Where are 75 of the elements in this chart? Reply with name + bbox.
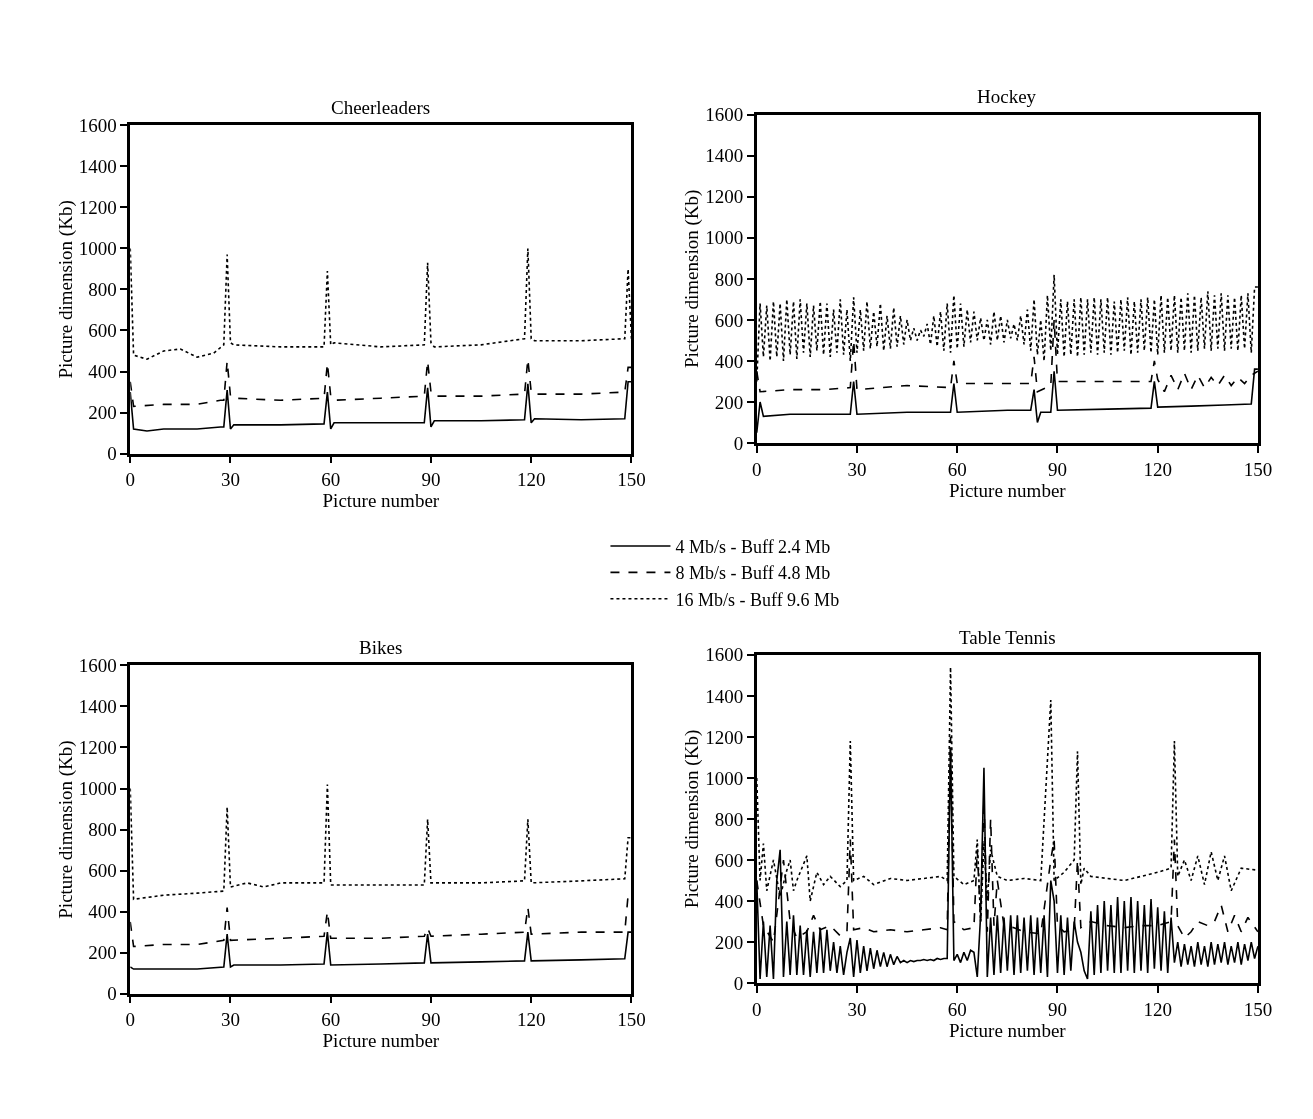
y-tick-label: 1400 [78,156,117,177]
y-tick-label: 1000 [705,767,744,789]
x-axis-title: Picture number [949,479,1067,501]
x-tick-label: 60 [947,998,967,1020]
y-tick-label: 1600 [78,114,117,136]
y-tick-label: 1400 [78,696,117,718]
x-tick-label: 90 [1047,458,1067,480]
y-tick-label: 800 [88,279,117,301]
y-tick-label: 600 [714,849,744,871]
x-tick-label: 30 [847,458,867,480]
y-axis-title: Picture dimension (Kb) [681,729,704,909]
y-axis-title: Picture dimension (Kb) [54,200,77,379]
y-tick-label: 0 [107,443,117,465]
y-tick-label: 600 [88,320,117,342]
y-tick-label: 1000 [705,227,744,249]
y-tick-label: 1000 [78,778,117,800]
chart-title: Hockey [977,86,1037,107]
y-tick-label: 0 [107,983,117,1005]
y-tick-label: 800 [88,819,117,841]
y-tick-label: 1200 [78,197,117,219]
x-tick-label: 30 [847,998,867,1020]
x-tick-label: 0 [751,998,762,1020]
y-tick-label: 1400 [705,685,744,707]
chart-title: Cheerleaders [331,97,431,118]
x-axis-title: Picture number [322,1030,440,1052]
y-tick-label: 800 [714,808,744,830]
y-axis-title: Picture dimension (Kb) [54,740,77,919]
chart-title: Table Tennis [959,627,1056,648]
x-axis-title: Picture number [949,1019,1067,1041]
legend-label: 16 Mb/s - Buff 9.6 Mb [675,589,840,610]
y-tick-label: 1600 [705,644,744,666]
x-tick-label: 30 [220,1009,240,1031]
y-tick-label: 1600 [705,104,744,126]
x-tick-label: 150 [1243,998,1273,1020]
y-tick-label: 0 [733,432,744,454]
y-tick-label: 1000 [78,238,117,260]
y-tick-label: 800 [714,268,744,290]
x-tick-label: 120 [516,469,546,491]
y-tick-label: 400 [88,901,117,923]
x-tick-label: 150 [617,469,646,491]
y-tick-label: 1200 [705,726,744,748]
x-tick-label: 120 [1143,998,1172,1020]
x-tick-label: 0 [125,469,135,491]
x-tick-label: 150 [617,1009,646,1031]
x-tick-label: 120 [1143,458,1172,480]
y-tick-label: 1200 [78,737,117,759]
x-tick-label: 90 [421,1009,441,1031]
x-tick-label: 60 [947,458,967,480]
y-tick-label: 0 [733,972,744,994]
y-tick-label: 1400 [705,145,744,167]
y-axis-title: Picture dimension (Kb) [681,189,704,369]
y-tick-label: 200 [88,402,117,424]
y-tick-label: 200 [88,942,117,964]
y-tick-label: 1200 [705,186,744,208]
x-tick-label: 120 [516,1009,546,1031]
y-tick-label: 600 [714,309,744,331]
legend-label: 8 Mb/s - Buff 4.8 Mb [675,563,831,584]
y-tick-label: 200 [714,931,744,953]
y-tick-label: 400 [714,890,744,912]
x-tick-label: 0 [125,1009,135,1031]
x-tick-label: 90 [421,469,441,491]
x-tick-label: 150 [1243,458,1273,480]
legend-label: 4 Mb/s - Buff 2.4 Mb [675,536,831,557]
x-tick-label: 30 [220,469,240,491]
chart-title: Bikes [359,637,403,658]
y-tick-label: 400 [88,361,117,383]
x-tick-label: 60 [321,469,341,491]
x-tick-label: 90 [1047,998,1067,1020]
y-tick-label: 1600 [78,655,117,677]
x-tick-label: 60 [321,1009,341,1031]
y-tick-label: 600 [88,860,117,882]
y-tick-label: 200 [714,391,744,413]
y-tick-label: 400 [714,350,744,372]
x-tick-label: 0 [751,458,762,480]
x-axis-title: Picture number [322,490,440,512]
